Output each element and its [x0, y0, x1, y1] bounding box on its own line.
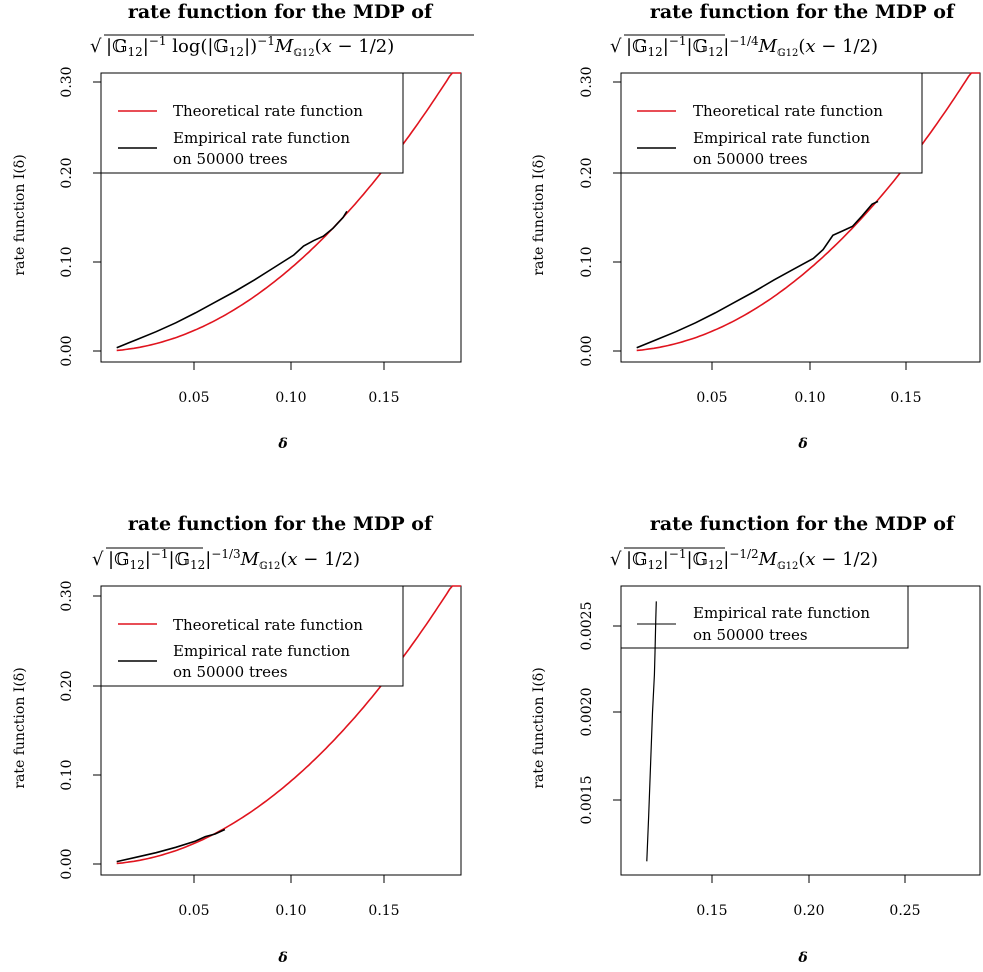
theoretical-rate-line [116, 72, 461, 352]
empirical-rate-line [116, 828, 226, 863]
chart-panel-bottom-left: rate function for the MDP of √ |𝔾12|−1|𝔾… [12, 513, 462, 966]
y-tick-label: 0.10 [579, 246, 595, 277]
y-tick-label: 0.00 [59, 848, 75, 879]
svg-text:√: √ [92, 549, 104, 570]
x-tick-label: 0.15 [696, 903, 727, 919]
x-tick-label: 0.10 [794, 390, 825, 406]
legend-label-empirical-trees: on 50000 trees [173, 663, 288, 681]
x-axis: 0.15 0.20 0.25 [696, 875, 921, 919]
y-axis: 0.0015 0.0020 0.0025 [579, 602, 621, 825]
y-axis-label: rate function I(δ) [12, 667, 28, 788]
legend-label-empirical-trees: on 50000 trees [173, 150, 288, 168]
chart-panel-bottom-right: rate function for the MDP of √ |𝔾12|−1|𝔾… [531, 513, 981, 966]
y-axis-label: rate function I(δ) [531, 667, 547, 788]
x-axis: 0.05 0.10 0.15 [178, 362, 400, 406]
chart-subtitle: √ |𝔾12|−1|𝔾12|−1/4M𝔾12(x − 1/2) [610, 34, 878, 59]
x-tick-label: 0.05 [178, 390, 209, 406]
x-tick-label: 0.15 [890, 390, 921, 406]
x-axis-label: δ [277, 950, 287, 966]
empirical-rate-line [636, 200, 879, 349]
y-tick-label: 0.10 [59, 246, 75, 277]
legend-label-theoretical: Theoretical rate function [173, 616, 363, 634]
y-tick-label: 0.0025 [579, 602, 595, 651]
svg-text:|𝔾12|−1 log(|𝔾12|)−1M𝔾12(x: |𝔾12|−1 log(|𝔾12|)−1M𝔾12(x − 1/2) [106, 34, 394, 59]
y-tick-label: 0.0015 [579, 776, 595, 825]
x-tick-label: 0.05 [178, 903, 209, 919]
chart-panel-top-left: rate function for the MDP of √ |𝔾12|−1 l… [12, 1, 474, 452]
legend-label-theoretical: Theoretical rate function [693, 102, 883, 120]
x-axis: 0.05 0.10 0.15 [696, 362, 922, 406]
x-tick-label: 0.15 [368, 903, 399, 919]
x-axis-label: δ [797, 436, 807, 452]
chart-panel-top-right: rate function for the MDP of √ |𝔾12|−1|𝔾… [531, 1, 981, 452]
chart-title: rate function for the MDP of [128, 1, 434, 23]
svg-text:√: √ [90, 36, 102, 57]
chart-subtitle: √ |𝔾12|−1 log(|𝔾12|)−1M𝔾12(x − 1/2) [90, 34, 474, 59]
y-tick-label: 0.20 [59, 670, 75, 701]
x-axis-label: δ [277, 436, 287, 452]
svg-text:√: √ [610, 36, 622, 57]
y-tick-label: 0.30 [579, 66, 595, 97]
legend: Theoretical rate function Empirical rate… [620, 72, 923, 174]
svg-text:|𝔾12|−1|𝔾12|−1/4M𝔾12(x − 1/: |𝔾12|−1|𝔾12|−1/4M𝔾12(x − 1/2) [626, 34, 878, 59]
y-tick-label: 0.10 [59, 759, 75, 790]
legend: Theoretical rate function Empirical rate… [100, 585, 404, 687]
y-axis-label: rate function I(δ) [12, 154, 28, 275]
svg-text:|𝔾12|−1|𝔾12|−1/2M𝔾12(x − 1/: |𝔾12|−1|𝔾12|−1/2M𝔾12(x − 1/2) [626, 547, 878, 572]
chart-subtitle: √ |𝔾12|−1|𝔾12|−1/3M𝔾12(x − 1/2) [92, 547, 360, 572]
empirical-rate-line [116, 210, 348, 349]
svg-text:√: √ [610, 549, 622, 570]
y-axis-label: rate function I(δ) [531, 154, 547, 275]
y-tick-label: 0.0020 [579, 688, 595, 737]
legend-label-empirical: Empirical rate function [173, 642, 350, 660]
legend-label-empirical-trees: on 50000 trees [693, 626, 808, 644]
x-tick-label: 0.20 [793, 903, 824, 919]
x-tick-label: 0.10 [275, 903, 306, 919]
legend: Theoretical rate function Empirical rate… [100, 72, 404, 174]
y-tick-label: 0.00 [59, 335, 75, 366]
y-axis: 0.00 0.10 0.20 0.30 [59, 66, 101, 367]
legend-label-empirical: Empirical rate function [173, 129, 350, 147]
y-tick-label: 0.00 [579, 335, 595, 366]
x-axis: 0.05 0.10 0.15 [178, 875, 400, 919]
legend-label-empirical-trees: on 50000 trees [693, 150, 808, 168]
y-tick-label: 0.20 [579, 157, 595, 188]
theoretical-rate-line [116, 585, 461, 865]
x-tick-label: 0.05 [696, 390, 727, 406]
y-axis: 0.00 0.10 0.20 0.30 [579, 66, 621, 367]
chart-title: rate function for the MDP of [650, 1, 956, 23]
legend: Empirical rate function on 50000 trees [620, 585, 909, 649]
x-tick-label: 0.25 [889, 903, 920, 919]
chart-title: rate function for the MDP of [128, 513, 434, 535]
svg-text:|𝔾12|−1|𝔾12|−1/3M𝔾12(x − 1/: |𝔾12|−1|𝔾12|−1/3M𝔾12(x − 1/2) [108, 547, 360, 572]
x-tick-label: 0.15 [368, 390, 399, 406]
y-tick-label: 0.30 [59, 66, 75, 97]
chart-title: rate function for the MDP of [650, 513, 956, 535]
theoretical-rate-line [636, 72, 980, 352]
y-tick-label: 0.20 [59, 157, 75, 188]
y-tick-label: 0.30 [59, 580, 75, 611]
x-axis-label: δ [797, 950, 807, 966]
y-axis: 0.00 0.10 0.20 0.30 [59, 580, 101, 880]
chart-subtitle: √ |𝔾12|−1|𝔾12|−1/2M𝔾12(x − 1/2) [610, 547, 878, 572]
legend-label-theoretical: Theoretical rate function [173, 102, 363, 120]
legend-label-empirical: Empirical rate function [693, 604, 870, 622]
x-tick-label: 0.10 [275, 390, 306, 406]
legend-label-empirical: Empirical rate function [693, 129, 870, 147]
